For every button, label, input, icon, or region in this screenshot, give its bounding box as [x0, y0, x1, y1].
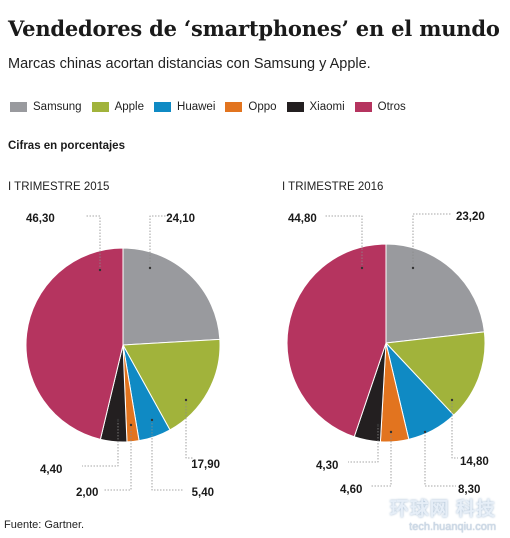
- legend: Samsung Apple Huawei Oppo Xiaomi Otros: [10, 101, 416, 113]
- legend-label-xiaomi: Xiaomi: [309, 101, 345, 113]
- pie-2015-leader-apple: [185, 400, 194, 459]
- pie-2016-leader-huawei: [424, 432, 456, 487]
- legend-item-samsung: Samsung: [10, 101, 82, 113]
- pie-2016-value-label-oppo: 4,60: [340, 484, 362, 496]
- pie-2015-leader-dot-otros: [98, 268, 102, 272]
- pie-2015-leader-xiaomi: [82, 420, 119, 467]
- pie-2015-leader-dot-huawei: [150, 418, 154, 422]
- pie-2015-title: I TRIMESTRE 2015: [8, 181, 110, 193]
- pie-2015-leader-dot-xiaomi: [116, 418, 120, 422]
- pie-2016-leader-dot-otros: [360, 266, 364, 270]
- legend-item-huawei: Huawei: [154, 101, 215, 113]
- pie-2016-value-label-otros: 44,80: [288, 213, 317, 225]
- legend-label-apple: Apple: [114, 101, 145, 113]
- legend-label-samsung: Samsung: [33, 101, 82, 113]
- pie-2015: 24,10 17,90 5,40 2,00 4,40 46,30: [25, 213, 221, 499]
- pie-2015-leader-samsung: [149, 215, 170, 268]
- pie-2016-value-label-samsung: 23,20: [456, 211, 485, 223]
- pie-2015-value-label-otros: 46,30: [26, 213, 55, 225]
- pie-2015-leader-dot-oppo: [129, 423, 133, 427]
- pie-2015-value-label-huawei: 5,40: [192, 487, 214, 499]
- legend-swatch-otros: [354, 102, 372, 112]
- watermark: 环球网 科技 tech.huanqiu.com: [390, 494, 496, 533]
- legend-swatch-oppo: [225, 102, 243, 112]
- pie-2015-slice-apple: [122, 338, 221, 431]
- pie-2016-slice-apple: [384, 331, 486, 416]
- pie-2016-leader-dot-huawei: [423, 430, 427, 434]
- legend-item-apple: Apple: [91, 101, 145, 113]
- legend-swatch-apple: [91, 102, 109, 112]
- legend-item-xiaomi: Xiaomi: [286, 101, 345, 113]
- legend-item-otros: Otros: [354, 101, 406, 113]
- pie-2016-slice-samsung: [385, 243, 485, 344]
- pie-2016-leader-xiaomi: [348, 425, 379, 463]
- legend-swatch-huawei: [154, 102, 172, 112]
- units-label: Cifras en porcentajes: [8, 140, 125, 152]
- pie-2015-value-label-xiaomi: 4,40: [40, 464, 62, 476]
- pie-2016-leader-dot-xiaomi: [376, 423, 380, 427]
- pie-2015-leader-oppo: [104, 425, 132, 491]
- pie-2015-leader-dot-samsung: [148, 266, 152, 270]
- pie-2015-leader-otros: [86, 215, 101, 270]
- pie-2015-leader-dot-apple: [184, 398, 188, 402]
- pie-2016-slice-otros: [286, 243, 387, 438]
- watermark-brand: 环球网 科技: [389, 499, 496, 520]
- pie-2016: 23,20 14,80 8,30 4,604,30 44,80: [286, 211, 489, 496]
- legend-label-huawei: Huawei: [177, 101, 216, 113]
- watermark-url: tech.huanqiu.com: [409, 521, 496, 533]
- legend-label-otros: Otros: [377, 101, 406, 113]
- pie-2015-value-label-apple: 17,90: [191, 459, 220, 471]
- pie-2016-value-label-huawei: 8,30: [458, 484, 480, 496]
- pie-2016-leader-dot-samsung: [411, 266, 415, 270]
- pie-2016-title: I TRIMESTRE 2016: [282, 181, 384, 193]
- pie-2015-slice-samsung: [122, 247, 221, 346]
- chart-subtitle: Marcas chinas acortan distancias con Sam…: [8, 56, 371, 72]
- pie-2015-value-label-oppo: 2,00: [76, 487, 98, 499]
- pie-2016-value-label-xiaomi: 4,30: [316, 460, 338, 472]
- pie-2015-slice-otros: [25, 247, 124, 440]
- legend-label-oppo: Oppo: [248, 101, 277, 113]
- source-note: Fuente: Gartner.: [4, 519, 85, 531]
- pie-2016-leader-dot-oppo: [389, 430, 393, 434]
- pie-2016-leader-apple: [451, 400, 458, 459]
- pie-2015-value-label-samsung: 24,10: [166, 213, 195, 225]
- pie-2016-leader-otros: [324, 215, 363, 268]
- pie-2016-leader-dot-apple: [450, 398, 454, 402]
- pie-2016-leader-samsung: [412, 213, 452, 268]
- legend-swatch-xiaomi: [286, 102, 304, 112]
- pie-2016-value-label-apple: 14,80: [460, 456, 489, 468]
- legend-item-oppo: Oppo: [225, 101, 277, 113]
- pie-2015-leader-huawei: [151, 420, 183, 491]
- pie-2016-leader-oppo: [370, 432, 392, 487]
- chart-title: Vendedores de ‘smartphones’ en el mundo: [8, 16, 500, 41]
- legend-swatch-samsung: [10, 102, 27, 112]
